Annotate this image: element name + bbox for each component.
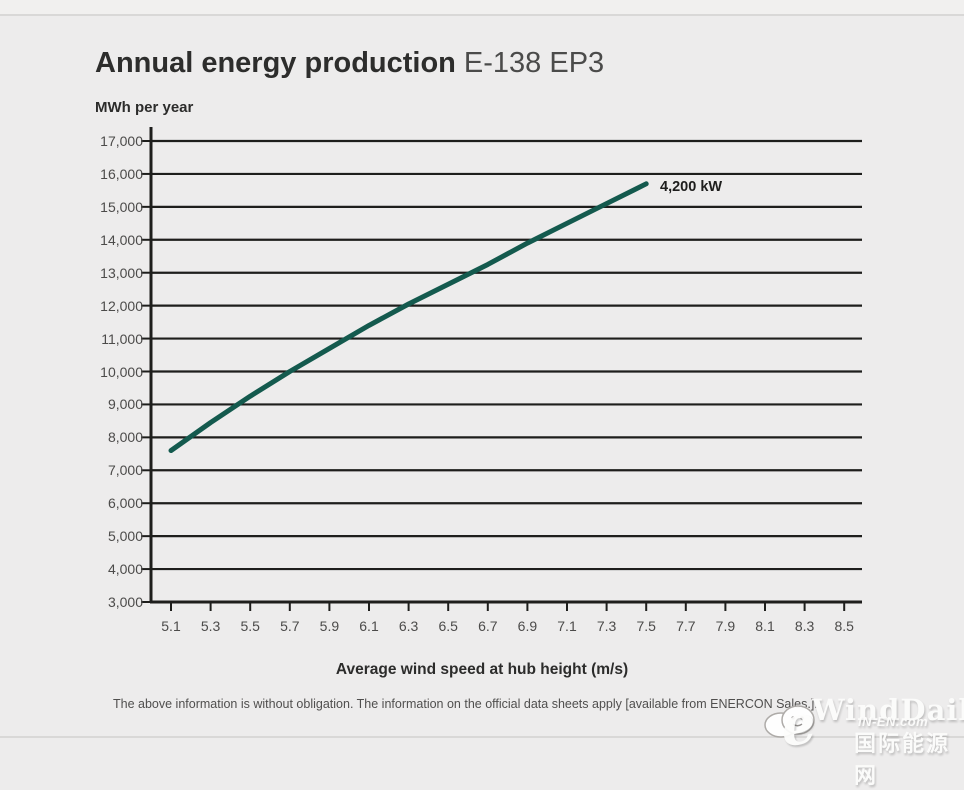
watermark-brand: WindDaily bbox=[812, 693, 964, 727]
y-tick-label: 17,000 bbox=[100, 133, 143, 149]
x-axis-title: Average wind speed at hub height (m/s) bbox=[335, 661, 629, 678]
x-tick-label: 7.1 bbox=[557, 618, 577, 634]
page-title: Annual energy production E-138 EP3 bbox=[95, 46, 604, 80]
watermark-site-chinese: 国际能源网 bbox=[854, 731, 951, 788]
y-tick-label: 5,000 bbox=[107, 528, 143, 545]
title-main: Annual energy production bbox=[95, 47, 456, 79]
series-label-4200kw: 4,200 kW bbox=[660, 179, 723, 195]
x-tick-label: 5.7 bbox=[280, 618, 300, 634]
y-tick-label: 7,000 bbox=[107, 462, 143, 479]
y-tick-label: 16,000 bbox=[100, 165, 143, 182]
x-tick-label: 6.1 bbox=[359, 618, 379, 634]
x-tick-label: 8.1 bbox=[755, 618, 775, 634]
watermark-site-url: IN-EN.com bbox=[858, 714, 929, 729]
x-tick-label: 5.1 bbox=[161, 618, 181, 634]
footer-disclaimer: The above information is without obligat… bbox=[113, 697, 818, 711]
chart-canvas bbox=[141, 127, 862, 611]
y-tick-label: 4,000 bbox=[107, 561, 143, 578]
y-tick-label: 14,000 bbox=[100, 231, 143, 248]
y-tick-label: 3,000 bbox=[107, 594, 143, 610]
y-tick-label: 10,000 bbox=[100, 363, 143, 380]
x-tick-label: 7.9 bbox=[715, 618, 736, 634]
y-tick-label: 15,000 bbox=[100, 198, 143, 215]
x-tick-label: 7.3 bbox=[596, 618, 617, 634]
x-tick-label: 8.3 bbox=[794, 618, 815, 634]
title-model: E-138 EP3 bbox=[463, 47, 605, 79]
x-tick-label: 6.7 bbox=[478, 618, 498, 634]
x-tick-label: 6.9 bbox=[517, 618, 538, 634]
x-tick-label: 5.5 bbox=[240, 618, 260, 634]
x-tick-label: 8.5 bbox=[834, 618, 854, 634]
x-tick-label: 5.9 bbox=[319, 618, 340, 634]
y-tick-label: 8,000 bbox=[107, 429, 143, 446]
cloud-doodle-icon bbox=[764, 705, 815, 738]
x-tick-label: 5.3 bbox=[200, 618, 221, 634]
y-axis-unit-label: MWh per year bbox=[95, 99, 194, 116]
energy-production-line bbox=[168, 181, 649, 454]
y-tick-label: 9,000 bbox=[107, 396, 143, 413]
x-tick-label: 7.5 bbox=[636, 618, 656, 634]
y-tick-label: 6,000 bbox=[107, 495, 143, 512]
y-tick-label: 12,000 bbox=[100, 297, 143, 314]
x-tick-label: 6.3 bbox=[398, 618, 419, 634]
x-tick-label: 7.7 bbox=[676, 618, 696, 634]
y-tick-label: 11,000 bbox=[101, 330, 143, 347]
bottom-divider bbox=[0, 736, 964, 738]
top-divider bbox=[0, 0, 964, 16]
x-tick-label: 6.5 bbox=[438, 618, 458, 634]
y-tick-label: 13,000 bbox=[100, 264, 143, 281]
